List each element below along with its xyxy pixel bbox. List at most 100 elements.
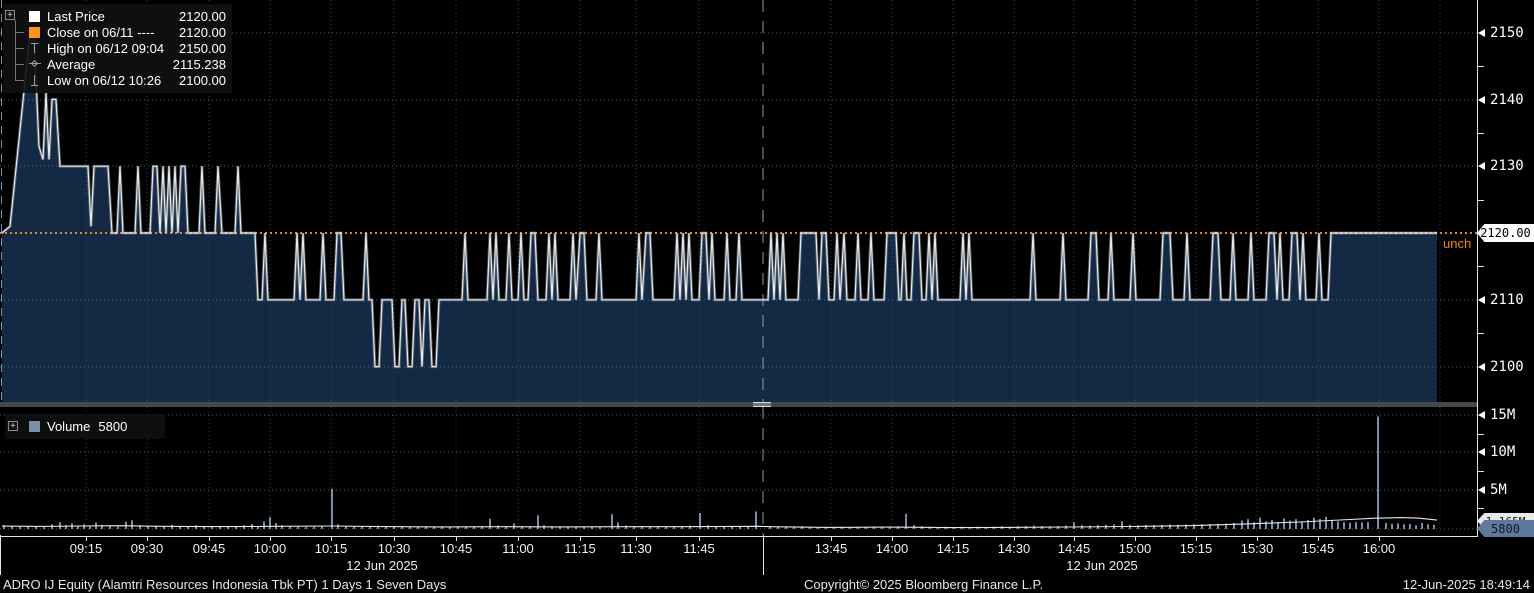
legend-tree-line	[15, 48, 24, 49]
volume-bar	[1385, 522, 1387, 529]
time-label: 16:00	[1362, 541, 1396, 556]
x-axis-tick	[1014, 537, 1015, 541]
volume-pane[interactable]	[0, 407, 1477, 535]
volume-bar	[269, 517, 271, 529]
volume-bar	[777, 526, 779, 529]
price-line	[1, 32, 1437, 368]
volume-bar	[785, 527, 787, 529]
legend-row[interactable]: Low on 06/12 10:26 2100.00	[29, 72, 226, 88]
volume-bar	[857, 526, 859, 529]
legend-row[interactable]: Last Price 2120.00	[29, 8, 226, 24]
volume-bar	[881, 527, 883, 529]
volume-bar	[529, 526, 531, 529]
price-area-fill	[2, 32, 1437, 402]
volume-bar	[625, 525, 627, 529]
volume-bar	[1391, 523, 1393, 529]
x-axis-tick	[270, 537, 271, 541]
legend-expand-icon[interactable]: +	[5, 10, 15, 20]
price-axis-label: 2140	[1490, 92, 1524, 108]
time-axis[interactable]: 09:15 09:30 09:45 10:00 10:15 10:30 10:45 11:00…	[0, 535, 1534, 575]
volume-bar	[203, 526, 205, 529]
volume-bar	[425, 526, 427, 529]
volume-bar	[321, 526, 323, 529]
volume-bar	[681, 526, 683, 529]
volume-bar	[35, 526, 37, 529]
time-label: 11:30	[620, 541, 652, 556]
volume-bar	[1331, 519, 1333, 529]
volume-bar	[755, 511, 757, 529]
pane-divider[interactable]	[0, 402, 1478, 407]
volume-legend[interactable]: + Volume 5800	[5, 414, 165, 439]
legend-row[interactable]: High on 06/12 09:04 2150.00	[29, 40, 226, 56]
last-price-badge: 2120.00	[1477, 224, 1534, 242]
volume-bar	[873, 526, 875, 529]
volume-bar	[11, 526, 13, 529]
time-label: 14:30	[997, 541, 1031, 556]
volume-bar	[1319, 519, 1321, 529]
time-label: 10:00	[253, 541, 287, 556]
x-axis-tick	[394, 537, 395, 541]
axis-tick-arrow-icon	[1478, 296, 1485, 304]
time-label: 11:45	[683, 541, 715, 556]
average-marker-icon	[29, 58, 41, 70]
volume-bar	[481, 526, 483, 529]
volume-bar	[3, 525, 5, 529]
volume-bar	[1121, 521, 1123, 529]
volume-bar	[699, 513, 701, 529]
volume-bar	[865, 527, 867, 529]
low-marker-icon	[29, 74, 41, 86]
legend-row[interactable]: Close on 06/11 ---- 2120.00	[29, 24, 226, 40]
time-label: 13:45	[814, 541, 848, 556]
volume-bar	[649, 526, 651, 529]
divider-handle-icon[interactable]	[753, 402, 771, 407]
volume-bar	[633, 526, 635, 529]
legend-label: Average	[47, 56, 96, 72]
security-description: ADRO IJ Equity (Alamtri Resources Indone…	[3, 577, 447, 592]
volume-bar	[59, 522, 61, 529]
session-boundary-tick	[763, 535, 764, 575]
legend-tree-line	[15, 64, 24, 65]
volume-bar	[689, 525, 691, 529]
unchanged-indicator: unch	[1443, 236, 1472, 251]
time-label: 15:15	[1179, 541, 1213, 556]
volume-bar	[1295, 519, 1297, 529]
x-axis-tick	[1196, 537, 1197, 541]
volume-legend-expand-icon[interactable]: +	[8, 421, 18, 431]
volume-bar	[1377, 416, 1379, 529]
legend-row[interactable]: Average 2115.238	[29, 56, 226, 72]
volume-bar	[1367, 522, 1369, 529]
volume-bar	[155, 525, 157, 529]
time-label: 15:45	[1301, 541, 1335, 556]
legend-value: 2120.00	[179, 8, 226, 24]
price-legend[interactable]: + Last Price 2120.00 Close on 06/11 ---- 21…	[3, 4, 232, 93]
axis-minor-tick	[1478, 133, 1484, 134]
volume-bar	[739, 526, 741, 529]
axis-tick-arrow-icon	[1478, 96, 1485, 104]
volume-bar	[417, 526, 419, 529]
volume-bar	[353, 526, 355, 529]
volume-average-line	[1, 517, 1438, 529]
legend-value: 2100.00	[179, 72, 226, 88]
high-marker-icon	[29, 42, 41, 54]
volume-bar	[219, 526, 221, 529]
volume-bar	[449, 526, 451, 529]
volume-bar	[1283, 518, 1285, 529]
volume-bar	[117, 526, 119, 529]
volume-bar	[591, 526, 593, 529]
volume-bar	[583, 526, 585, 529]
price-pane[interactable]	[0, 0, 1477, 402]
axis-minor-tick	[1478, 66, 1484, 67]
legend-tree-line	[15, 20, 16, 80]
time-label: 09:45	[192, 541, 226, 556]
volume-bar	[331, 488, 333, 529]
volume-bar	[313, 526, 315, 529]
volume-bar	[187, 526, 189, 529]
volume-bar	[1343, 522, 1345, 529]
timestamp: 12-Jun-2025 18:49:14	[1402, 577, 1530, 592]
legend-tree-line	[15, 80, 24, 81]
x-axis-tick	[1257, 537, 1258, 541]
volume-bar	[281, 525, 283, 529]
volume-bar	[801, 526, 803, 529]
